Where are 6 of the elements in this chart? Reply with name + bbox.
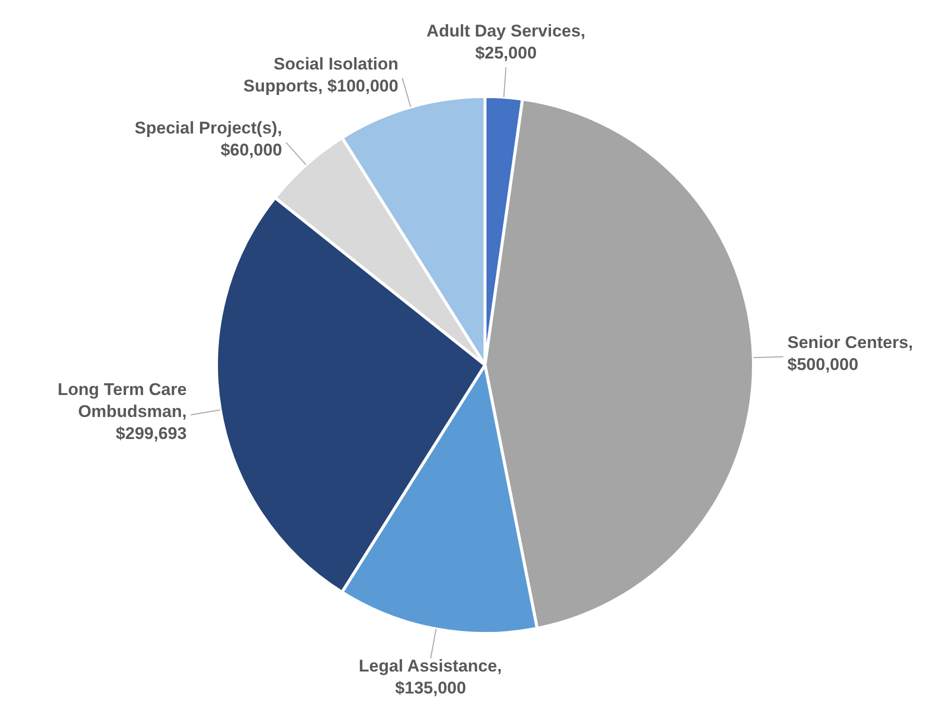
slice-label: Social Isolation Supports, $100,000 bbox=[243, 54, 398, 96]
slice-label: Long Term Care Ombudsman, $299,693 bbox=[58, 380, 187, 444]
slice-label: Legal Assistance, $135,000 bbox=[358, 656, 502, 698]
slice-label: Adult Day Services, $25,000 bbox=[426, 21, 586, 62]
slice-label: Special Project(s), $60,000 bbox=[134, 118, 282, 160]
slice-label: Senior Centers, $500,000 bbox=[787, 332, 914, 374]
